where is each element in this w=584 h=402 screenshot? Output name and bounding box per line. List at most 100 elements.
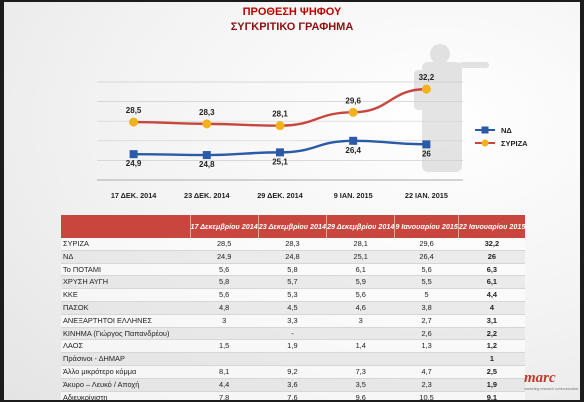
row-label: ΛΑΟΣ xyxy=(61,340,190,353)
slide: ΠΡΟΘΕΣΗ ΨΗΦΟΥ ΣΥΓΚΡΙΤΙΚΟ ΓΡΑΦΗΜΑ 24,9 24,… xyxy=(4,2,580,400)
table-cell: 4,6 xyxy=(327,301,395,314)
data-point-syriza xyxy=(422,85,431,94)
x-tick-label: 17 ΔΕΚ. 2014 xyxy=(111,191,157,200)
table-cell: 9,2 xyxy=(258,365,326,378)
table-cell: 4,7 xyxy=(395,365,459,378)
table-cell: 5,9 xyxy=(327,276,395,289)
table-cell: 28,3 xyxy=(258,238,326,250)
table-cell: 2,6 xyxy=(395,327,459,340)
table-cell: 4,4 xyxy=(190,378,258,391)
row-label: Αδιευκρίνιστη xyxy=(61,391,190,400)
data-point-syriza xyxy=(129,118,138,127)
table-column-header: 29 Δεκεμβρίου 2014 xyxy=(327,215,395,238)
table-cell: 5,6 xyxy=(327,289,395,302)
data-point-nd xyxy=(276,148,284,156)
legend-nd-label: ΝΔ xyxy=(501,126,512,135)
table-cell: 3,8 xyxy=(395,301,459,314)
table-row: ΑΝΕΞΑΡΤΗΤΟΙ ΕΛΛΗΝΕΣ 3 3,3 3 2,7 3,1 xyxy=(61,314,525,327)
table-cell: 3 xyxy=(327,314,395,327)
table-cell: 28,5 xyxy=(190,238,258,250)
table-column-header: 23 Δεκεμβρίου 2014 xyxy=(258,215,326,238)
table-cell: 4,8 xyxy=(190,301,258,314)
table-cell: 5,5 xyxy=(395,276,459,289)
table-cell: 29,6 xyxy=(395,238,459,250)
data-point-syriza xyxy=(276,121,285,130)
data-label: 25,1 xyxy=(272,157,288,166)
table-cell: 7,3 xyxy=(327,365,395,378)
data-label: 32,2 xyxy=(419,73,435,82)
x-tick-labels: 17 ΔΕΚ. 2014 23 ΔΕΚ. 2014 29 ΔΕΚ. 2014 9 ΙΑ… xyxy=(111,191,448,200)
table-cell: - xyxy=(258,327,326,340)
table-cell: 5,7 xyxy=(258,276,326,289)
data-point-nd xyxy=(130,150,138,158)
table-cell: 6,1 xyxy=(458,276,525,289)
table-cell: 6,3 xyxy=(458,263,525,276)
table-cell: 1,9 xyxy=(458,378,525,391)
table-column-header: 17 Δεκεμβρίου 2014 xyxy=(190,215,258,238)
data-label: 24,9 xyxy=(126,159,142,168)
data-label: 24,8 xyxy=(199,160,215,169)
row-label: ΚΙΝΗΜΑ (Γιώργος Παπανδρέου) xyxy=(61,327,190,340)
table-cell: 5,8 xyxy=(258,263,326,276)
table-cell: 7,8 xyxy=(190,391,258,400)
table-row: ΚΙΝΗΜΑ (Γιώργος Παπανδρέου) - 2,6 2,2 xyxy=(61,327,525,340)
table-row: ΧΡΥΣΗ ΑΥΓΗ 5,8 5,7 5,9 5,5 6,1 xyxy=(61,276,525,289)
row-label: ΣΥΡΙΖΑ xyxy=(61,238,190,250)
data-label: 29,6 xyxy=(345,96,361,105)
table-cell: 32,2 xyxy=(458,238,525,250)
legend-syriza-marker xyxy=(482,140,489,147)
series-line-1 xyxy=(134,89,427,126)
table-cell: 3,3 xyxy=(258,314,326,327)
row-label: Άκυρο – Λευκό / Αποχή xyxy=(61,378,190,391)
table-cell: 2,2 xyxy=(458,327,525,340)
table-row: Άλλο μικρότερο κόμμα 8,1 9,2 7,3 4,7 2,5 xyxy=(61,365,525,378)
row-label: ΑΝΕΞΑΡΤΗΤΟΙ ΕΛΛΗΝΕΣ xyxy=(61,314,190,327)
table-cell: 28,1 xyxy=(327,238,395,250)
table-row: Πράσινοι - ΔΗΜΑΡ 1 xyxy=(61,353,525,366)
table-column-header: 9 Ιανουαρίου 2015 xyxy=(395,215,459,238)
x-tick-label: 9 ΙΑΝ. 2015 xyxy=(334,191,373,200)
table-cell: 5,3 xyxy=(258,289,326,302)
table-cell: 3,1 xyxy=(458,314,525,327)
table-cell xyxy=(327,327,395,340)
table-cell: 25,1 xyxy=(327,250,395,263)
line-chart: 24,9 24,8 25,1 26,4 26 28,5 28,3 28,1 29,6 32,2 1… xyxy=(4,2,580,212)
data-label: 28,5 xyxy=(126,106,142,115)
row-label: Το ΠΟΤΑΜΙ xyxy=(61,263,190,276)
marc-logo: marc marketing research communication xyxy=(524,370,580,396)
data-label: 28,1 xyxy=(272,110,288,119)
table-cell: 5,6 xyxy=(190,263,258,276)
table-row: Το ΠΟΤΑΜΙ 5,6 5,8 6,1 5,6 6,3 xyxy=(61,263,525,276)
table-cell: 5,6 xyxy=(190,289,258,302)
table-header-row: 17 Δεκεμβρίου 2014 23 Δεκεμβρίου 2014 29… xyxy=(61,215,525,238)
table-row: ΠΑΣΟΚ 4,8 4,5 4,6 3,8 4 xyxy=(61,301,525,314)
data-point-nd xyxy=(349,137,357,145)
table-cell xyxy=(190,353,258,366)
table-cell: 3,6 xyxy=(258,378,326,391)
table-row: Αδιευκρίνιστη 7,8 7,6 9,6 10,5 9,1 xyxy=(61,391,525,400)
table-cell: 2,7 xyxy=(395,314,459,327)
table-column-header: 22 Ιανουαρίου 2015 xyxy=(458,215,525,238)
table-cell xyxy=(258,353,326,366)
logo-text: marc xyxy=(524,370,556,387)
x-tick-label: 29 ΔΕΚ. 2014 xyxy=(257,191,303,200)
row-label: Πράσινοι - ΔΗΜΑΡ xyxy=(61,353,190,366)
chart-legend: ΝΔ ΣΥΡΙΖΑ xyxy=(475,126,528,148)
table-body: ΣΥΡΙΖΑ 28,5 28,3 28,1 29,6 32,2 ΝΔ 24,9 24,8 25,1… xyxy=(61,238,525,400)
table-row: ΚΚΕ 5,6 5,3 5,6 5 4,4 xyxy=(61,289,525,302)
row-label: Άλλο μικρότερο κόμμα xyxy=(61,365,190,378)
table-cell: 9,1 xyxy=(458,391,525,400)
table-cell: 1,2 xyxy=(458,340,525,353)
table-cell: 5,8 xyxy=(190,276,258,289)
table-cell: 1,5 xyxy=(190,340,258,353)
table-cell: 5 xyxy=(395,289,459,302)
table-cell xyxy=(327,353,395,366)
legend-nd-marker xyxy=(482,127,489,134)
table-cell: 26,4 xyxy=(395,250,459,263)
table-cell: 7,6 xyxy=(258,391,326,400)
legend-syriza-label: ΣΥΡΙΖΑ xyxy=(501,139,528,148)
table-cell: 26 xyxy=(458,250,525,263)
data-point-nd xyxy=(422,140,430,148)
table-cell: 4 xyxy=(458,301,525,314)
row-label: ΝΔ xyxy=(61,250,190,263)
